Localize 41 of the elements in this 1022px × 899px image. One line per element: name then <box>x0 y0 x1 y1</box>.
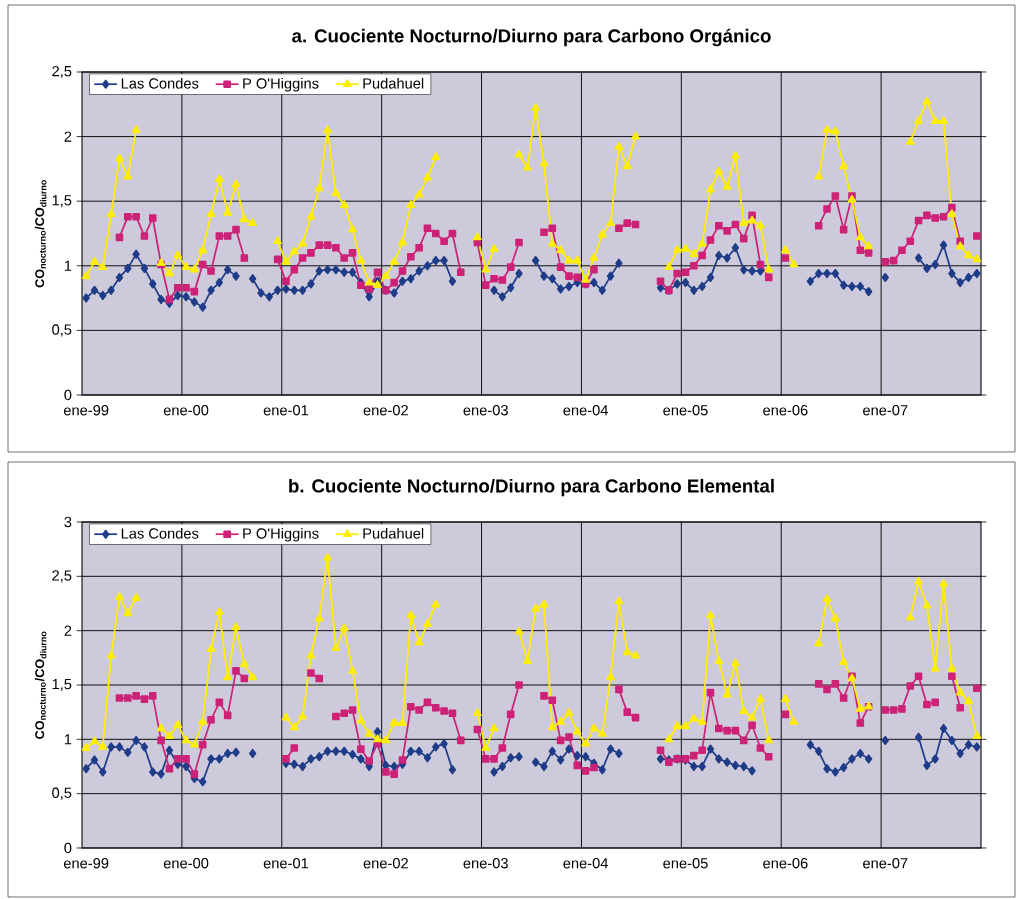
x-tick-label: ene-07 <box>863 858 908 869</box>
x-tick-label: ene-99 <box>63 405 109 416</box>
x-tick-label: ene-02 <box>363 405 408 416</box>
legend-label: P O'Higgins <box>243 527 319 542</box>
legend-label: Las Condes <box>121 77 199 89</box>
legend-label: P O'Higgins <box>243 77 319 92</box>
x-tick-label: ene-04 <box>563 405 608 416</box>
y-tick-label: 2 <box>64 131 72 142</box>
x-tick-label: ene-07 <box>863 405 908 416</box>
chart-title: a. Cuociente Nocturno/Diurno para Carbono Orgánico <box>292 28 771 47</box>
x-tick-label: ene-00 <box>163 405 209 416</box>
y-tick-label: 1,5 <box>52 679 72 691</box>
y-tick-label: 1,5 <box>52 195 72 208</box>
y-tick-label: 0,5 <box>52 787 72 800</box>
x-tick-label: ene-00 <box>163 858 209 869</box>
x-tick-label: ene-02 <box>363 858 408 869</box>
x-tick-label: ene-06 <box>763 405 808 416</box>
x-tick-label: ene-06 <box>763 858 808 869</box>
y-tick-label: 1 <box>64 260 72 271</box>
legend-label: Pudahuel <box>363 527 424 539</box>
x-tick-label: ene-05 <box>663 405 708 416</box>
x-tick-label: ene-01 <box>263 858 309 869</box>
legend-label: Pudahuel <box>363 77 424 89</box>
y-tick-label: 0 <box>64 842 72 854</box>
y-tick-label: 2,5 <box>52 570 72 583</box>
chart-title: b. Cuociente Nocturno/Diurno para Carbono Elemental <box>289 478 774 497</box>
y-tick-label: 2 <box>64 625 72 636</box>
x-tick-label: ene-05 <box>663 858 708 869</box>
legend-label: Las Condes <box>121 527 199 539</box>
y-tick-label: 0,5 <box>52 324 72 337</box>
y-axis-title: CO$_{nocturno}$/CO$_{diurno}$ <box>34 631 47 739</box>
x-tick-label: ene-03 <box>463 405 508 416</box>
x-tick-label: ene-99 <box>63 858 109 869</box>
y-axis-title: CO$_{nocturno}$/CO$_{diurno}$ <box>34 180 47 288</box>
y-tick-label: 3 <box>64 516 72 528</box>
y-tick-label: 1 <box>64 734 72 745</box>
y-tick-label: 0 <box>64 389 72 401</box>
x-tick-label: ene-03 <box>463 858 508 869</box>
y-tick-label: 2,5 <box>52 65 72 79</box>
x-tick-label: ene-04 <box>563 858 608 869</box>
x-tick-label: ene-01 <box>263 405 309 416</box>
